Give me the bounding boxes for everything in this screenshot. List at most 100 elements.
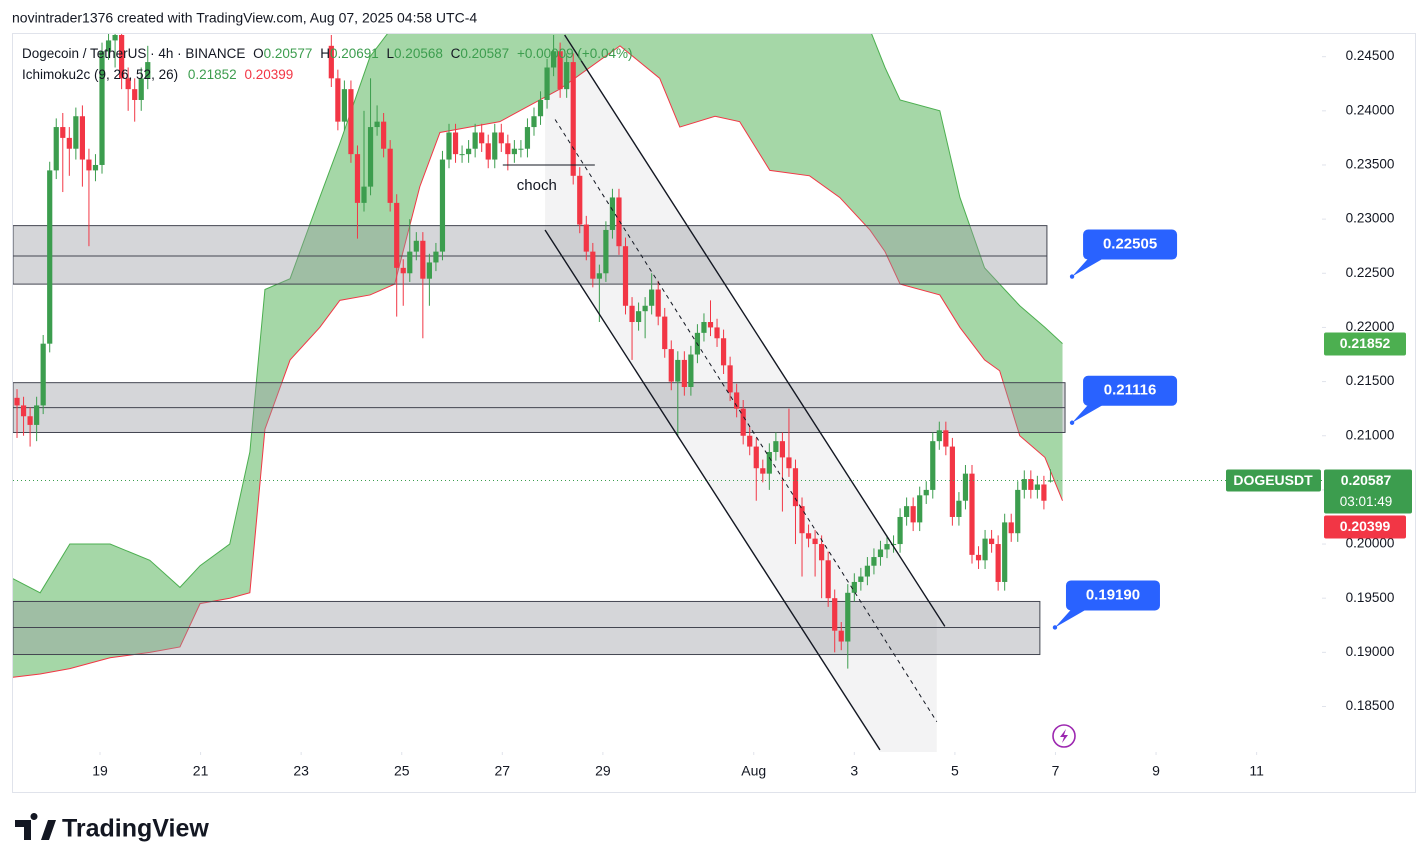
- callout-anchor: [1069, 274, 1075, 279]
- x-tick-label: 19: [92, 763, 108, 779]
- candle-body: [381, 121, 387, 149]
- candle-body: [675, 359, 681, 382]
- candle-body: [805, 533, 812, 539]
- candle-body: [681, 359, 687, 388]
- candle-body: [112, 35, 118, 41]
- candle-body: [459, 154, 465, 156]
- candle-body: [125, 78, 131, 90]
- candle-body: [544, 67, 550, 100]
- candle-body: [923, 489, 929, 496]
- x-tick-label: Aug: [741, 763, 766, 779]
- price-badge: [1324, 469, 1412, 514]
- candle-body: [1034, 484, 1040, 490]
- candle-body: [917, 495, 923, 523]
- x-tick-label: 23: [293, 763, 309, 779]
- candle-body: [413, 240, 419, 252]
- candle-body: [518, 148, 524, 150]
- candle-body: [956, 500, 962, 517]
- candle-body: [138, 78, 144, 100]
- candle-body: [387, 148, 393, 203]
- y-tick-label: 0.22000: [1346, 319, 1395, 334]
- lightning-icon: [1052, 724, 1076, 748]
- candle-body: [498, 132, 504, 144]
- callout-label: 0.21116: [1104, 382, 1157, 399]
- y-tick-label: 0.24000: [1346, 102, 1395, 117]
- candle-body: [92, 164, 99, 171]
- cloud-upper-line: [13, 34, 1063, 594]
- candle-body: [975, 554, 982, 561]
- candle-body: [466, 148, 472, 155]
- y-tick-label: 0.21000: [1346, 427, 1395, 442]
- candle-body: [982, 538, 988, 561]
- candle-body: [145, 62, 151, 79]
- x-tick-label: 25: [394, 763, 410, 779]
- indicator-value: 0.20399: [244, 67, 293, 82]
- candle-body: [99, 51, 105, 165]
- logo-text: TradingView: [62, 815, 209, 843]
- x-tick-label: 9: [1152, 763, 1160, 779]
- candle-body: [1021, 479, 1027, 490]
- ohlc-prefix: O: [253, 46, 264, 61]
- channel-line: [564, 34, 946, 627]
- candle-body: [969, 473, 975, 555]
- candle-body: [53, 127, 59, 171]
- candle-body: [505, 143, 511, 155]
- icon-ring: [1052, 724, 1076, 748]
- icon-bolt: [1060, 729, 1068, 743]
- candle-body: [66, 137, 72, 149]
- callout-pointer: [1054, 608, 1088, 628]
- candle-body: [884, 544, 890, 550]
- callout-anchor: [1052, 625, 1058, 630]
- indicator-value: 0.21852: [188, 67, 237, 82]
- candle-body: [570, 62, 576, 176]
- candle-body: [14, 397, 20, 406]
- ohlc-value: 0.20568: [394, 46, 443, 61]
- candle-body: [838, 630, 844, 642]
- candle-body: [832, 598, 838, 631]
- x-tick-label: 5: [951, 763, 959, 779]
- cloud-lower-line: [13, 45, 1063, 678]
- y-tick-label: 0.24500: [1346, 48, 1395, 63]
- candle-body: [479, 132, 485, 144]
- y-tick-label: 0.18500: [1346, 698, 1395, 713]
- candle-body: [609, 197, 616, 230]
- candle-body: [1002, 522, 1008, 582]
- legend-symbol: Dogecoin / TetherUS · 4h · BINANCE O0.20…: [22, 46, 633, 61]
- candle-body: [930, 441, 936, 490]
- callout-pointer: [1072, 403, 1106, 423]
- x-tick-label: 7: [1052, 763, 1060, 779]
- candle-body: [989, 538, 995, 545]
- callout-anchor: [1069, 420, 1075, 425]
- candle-body: [962, 473, 969, 501]
- candle-body: [34, 405, 40, 425]
- candle-body: [472, 132, 478, 149]
- candle-body: [583, 224, 589, 252]
- candle-body: [335, 78, 341, 122]
- ohlc-value: 0.20691: [330, 46, 379, 61]
- candle-body: [105, 40, 112, 52]
- candle-body: [727, 365, 733, 393]
- channel-line: [544, 229, 881, 751]
- candle-body: [760, 468, 766, 474]
- candle-body: [773, 441, 779, 452]
- y-tick-label: 0.19000: [1346, 644, 1395, 659]
- candle-body: [119, 35, 125, 79]
- candle-body: [707, 322, 714, 328]
- y-tick-label: 0.21500: [1346, 373, 1395, 388]
- candle-body: [766, 451, 772, 474]
- candle-body: [649, 289, 655, 306]
- candle-body: [629, 305, 635, 323]
- candle-body: [328, 45, 334, 79]
- candle-body: [845, 592, 851, 642]
- y-tick-label: 0.22500: [1346, 265, 1395, 280]
- candle-body: [734, 392, 740, 409]
- x-tick-label: 21: [193, 763, 209, 779]
- callout-box: [1083, 229, 1178, 260]
- candle-body: [1028, 479, 1034, 490]
- ohlc-prefix: L: [387, 46, 395, 61]
- candle-body: [747, 435, 753, 447]
- candle-body: [949, 446, 955, 517]
- indicator-badge-label: 0.20399: [1340, 518, 1391, 534]
- callout-box: [1083, 375, 1178, 406]
- change: +0.00009 (+0.04%): [517, 46, 633, 61]
